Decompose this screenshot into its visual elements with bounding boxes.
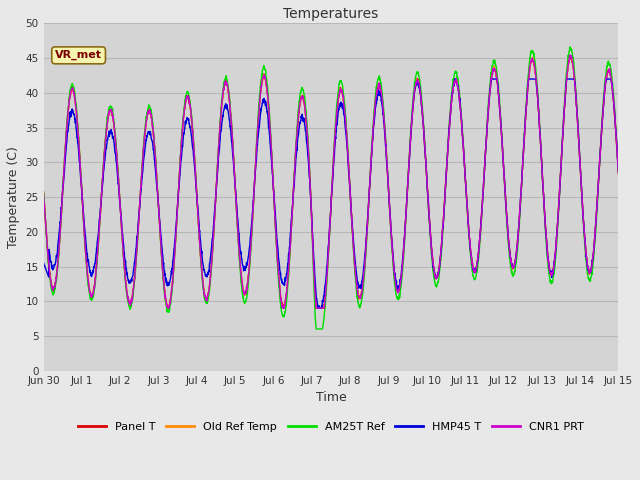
Text: VR_met: VR_met bbox=[55, 50, 102, 60]
Y-axis label: Temperature (C): Temperature (C) bbox=[7, 146, 20, 248]
Legend: Panel T, Old Ref Temp, AM25T Ref, HMP45 T, CNR1 PRT: Panel T, Old Ref Temp, AM25T Ref, HMP45 … bbox=[74, 418, 588, 437]
Title: Temperatures: Temperatures bbox=[284, 7, 379, 21]
X-axis label: Time: Time bbox=[316, 391, 346, 404]
